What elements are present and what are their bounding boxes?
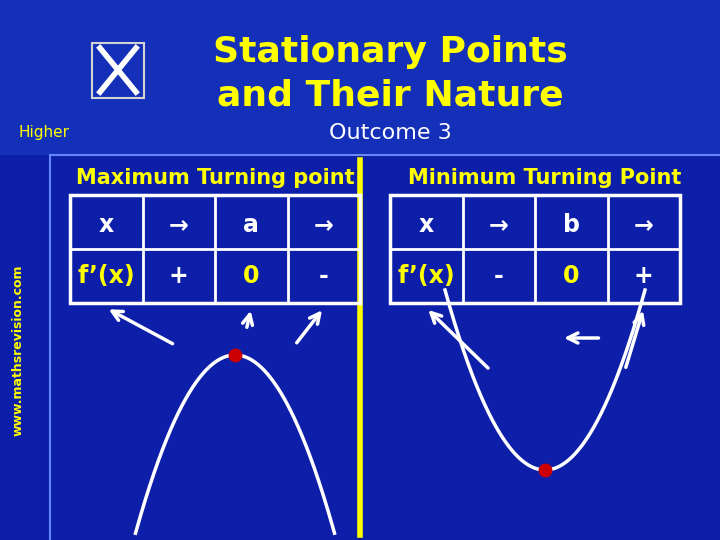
Text: Stationary Points: Stationary Points — [212, 35, 567, 69]
Text: Maximum Turning point: Maximum Turning point — [76, 168, 354, 188]
Text: →: → — [169, 213, 189, 237]
Text: f’(x): f’(x) — [78, 264, 135, 288]
Text: →: → — [489, 213, 508, 237]
Text: x: x — [99, 213, 114, 237]
Text: b: b — [563, 213, 580, 237]
Text: Minimum Turning Point: Minimum Turning Point — [408, 168, 682, 188]
Text: Higher: Higher — [18, 125, 69, 140]
Bar — [92, 43, 144, 98]
Text: Outcome 3: Outcome 3 — [328, 123, 451, 143]
Text: f’(x): f’(x) — [397, 264, 455, 288]
Text: x: x — [418, 213, 434, 237]
Bar — [0, 0, 720, 155]
Text: 0: 0 — [243, 264, 259, 288]
Text: +: + — [634, 264, 654, 288]
Text: →: → — [314, 213, 333, 237]
Bar — [70, 195, 360, 303]
Text: and Their Nature: and Their Nature — [217, 78, 563, 112]
Text: 0: 0 — [563, 264, 580, 288]
Text: -: - — [319, 264, 328, 288]
Text: →: → — [634, 213, 654, 237]
Text: +: + — [169, 264, 189, 288]
Bar — [390, 195, 680, 303]
Text: a: a — [243, 213, 259, 237]
Text: www.mathsrevision.com: www.mathsrevision.com — [12, 264, 24, 436]
Text: -: - — [494, 264, 503, 288]
